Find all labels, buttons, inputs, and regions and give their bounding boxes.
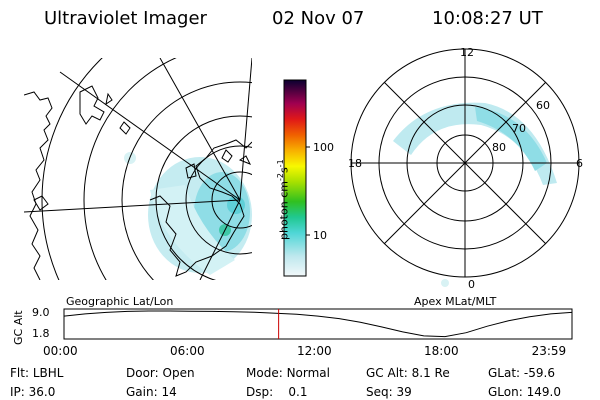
- door-value: Open: [162, 366, 195, 380]
- header-time: 10:08:27 UT: [432, 8, 543, 29]
- geo-coastlines: [24, 85, 252, 280]
- apex-polar-plot: [350, 48, 580, 287]
- altitude-xtick: 23:59: [531, 344, 567, 358]
- colorbar-tick-10: 10: [313, 229, 327, 242]
- gcalt-label: GC Alt:: [366, 366, 408, 380]
- mlat-label-60: 60: [536, 99, 550, 112]
- mlt-label-12: 12: [460, 46, 474, 59]
- mlat-label-70: 70: [512, 122, 526, 135]
- dsp-value: 0.1: [288, 385, 308, 399]
- mlt-label-6: 6: [576, 157, 583, 170]
- altitude-xtick: 12:00: [297, 344, 332, 358]
- geo-panel-caption: Geographic Lat/Lon: [66, 295, 174, 308]
- glon-label: GLon:: [488, 385, 523, 399]
- geo-latitude-circles: [41, 58, 252, 280]
- altitude-plot: [63, 308, 573, 340]
- colorbar-tick-100: 100: [313, 141, 334, 154]
- ip-label: IP:: [10, 385, 25, 399]
- ip-value: 36.0: [28, 385, 56, 399]
- glon-value: 149.0: [526, 385, 561, 399]
- door-label: Door:: [126, 366, 159, 380]
- altitude-ytick-top: 9.0: [32, 306, 50, 319]
- colorbar-unit-label: photon cm-2s-1: [276, 159, 291, 240]
- geo-longitude-lines: [24, 58, 252, 280]
- glat-label: GLat:: [488, 366, 521, 380]
- colorbar-unit-exp2: -1: [276, 159, 285, 168]
- altitude-xtick: 18:00: [424, 344, 459, 358]
- header-date: 02 Nov 07: [272, 8, 365, 29]
- glat-value: -59.6: [523, 366, 555, 380]
- altitude-ylabel: GC Alt: [12, 310, 25, 345]
- colorbar-unit-s: s: [277, 167, 291, 174]
- app-title: Ultraviolet Imager: [44, 8, 207, 29]
- dsp-label: Dsp:: [246, 385, 274, 399]
- gcalt-value: 8.1 Re: [411, 366, 450, 380]
- altitude-xtick: 00:00: [43, 344, 78, 358]
- altitude-ytick-bottom: 1.8: [32, 327, 50, 340]
- altitude-xtick: 06:00: [170, 344, 205, 358]
- mode-label: Mode:: [246, 366, 283, 380]
- seq-value: 39: [396, 385, 412, 399]
- seq-label: Seq:: [366, 385, 393, 399]
- colorbar-unit-text: photon cm: [277, 181, 291, 240]
- mlat-label-80: 80: [492, 141, 506, 154]
- colorbar-unit-exp1: -2: [276, 173, 285, 182]
- mode-value: Normal: [286, 366, 330, 380]
- flt-label: Flt:: [10, 366, 29, 380]
- altitude-curve: [63, 310, 572, 338]
- colorbar: [283, 79, 310, 277]
- mlt-label-0: 0: [468, 278, 475, 291]
- apex-panel-caption: Apex MLat/MLT: [414, 295, 497, 308]
- gain-label: Gain:: [126, 385, 158, 399]
- gain-value: 14: [161, 385, 177, 399]
- flt-value: LBHL: [32, 366, 64, 380]
- apex-aurora-emission: [393, 102, 557, 287]
- mlt-label-18: 18: [348, 157, 362, 170]
